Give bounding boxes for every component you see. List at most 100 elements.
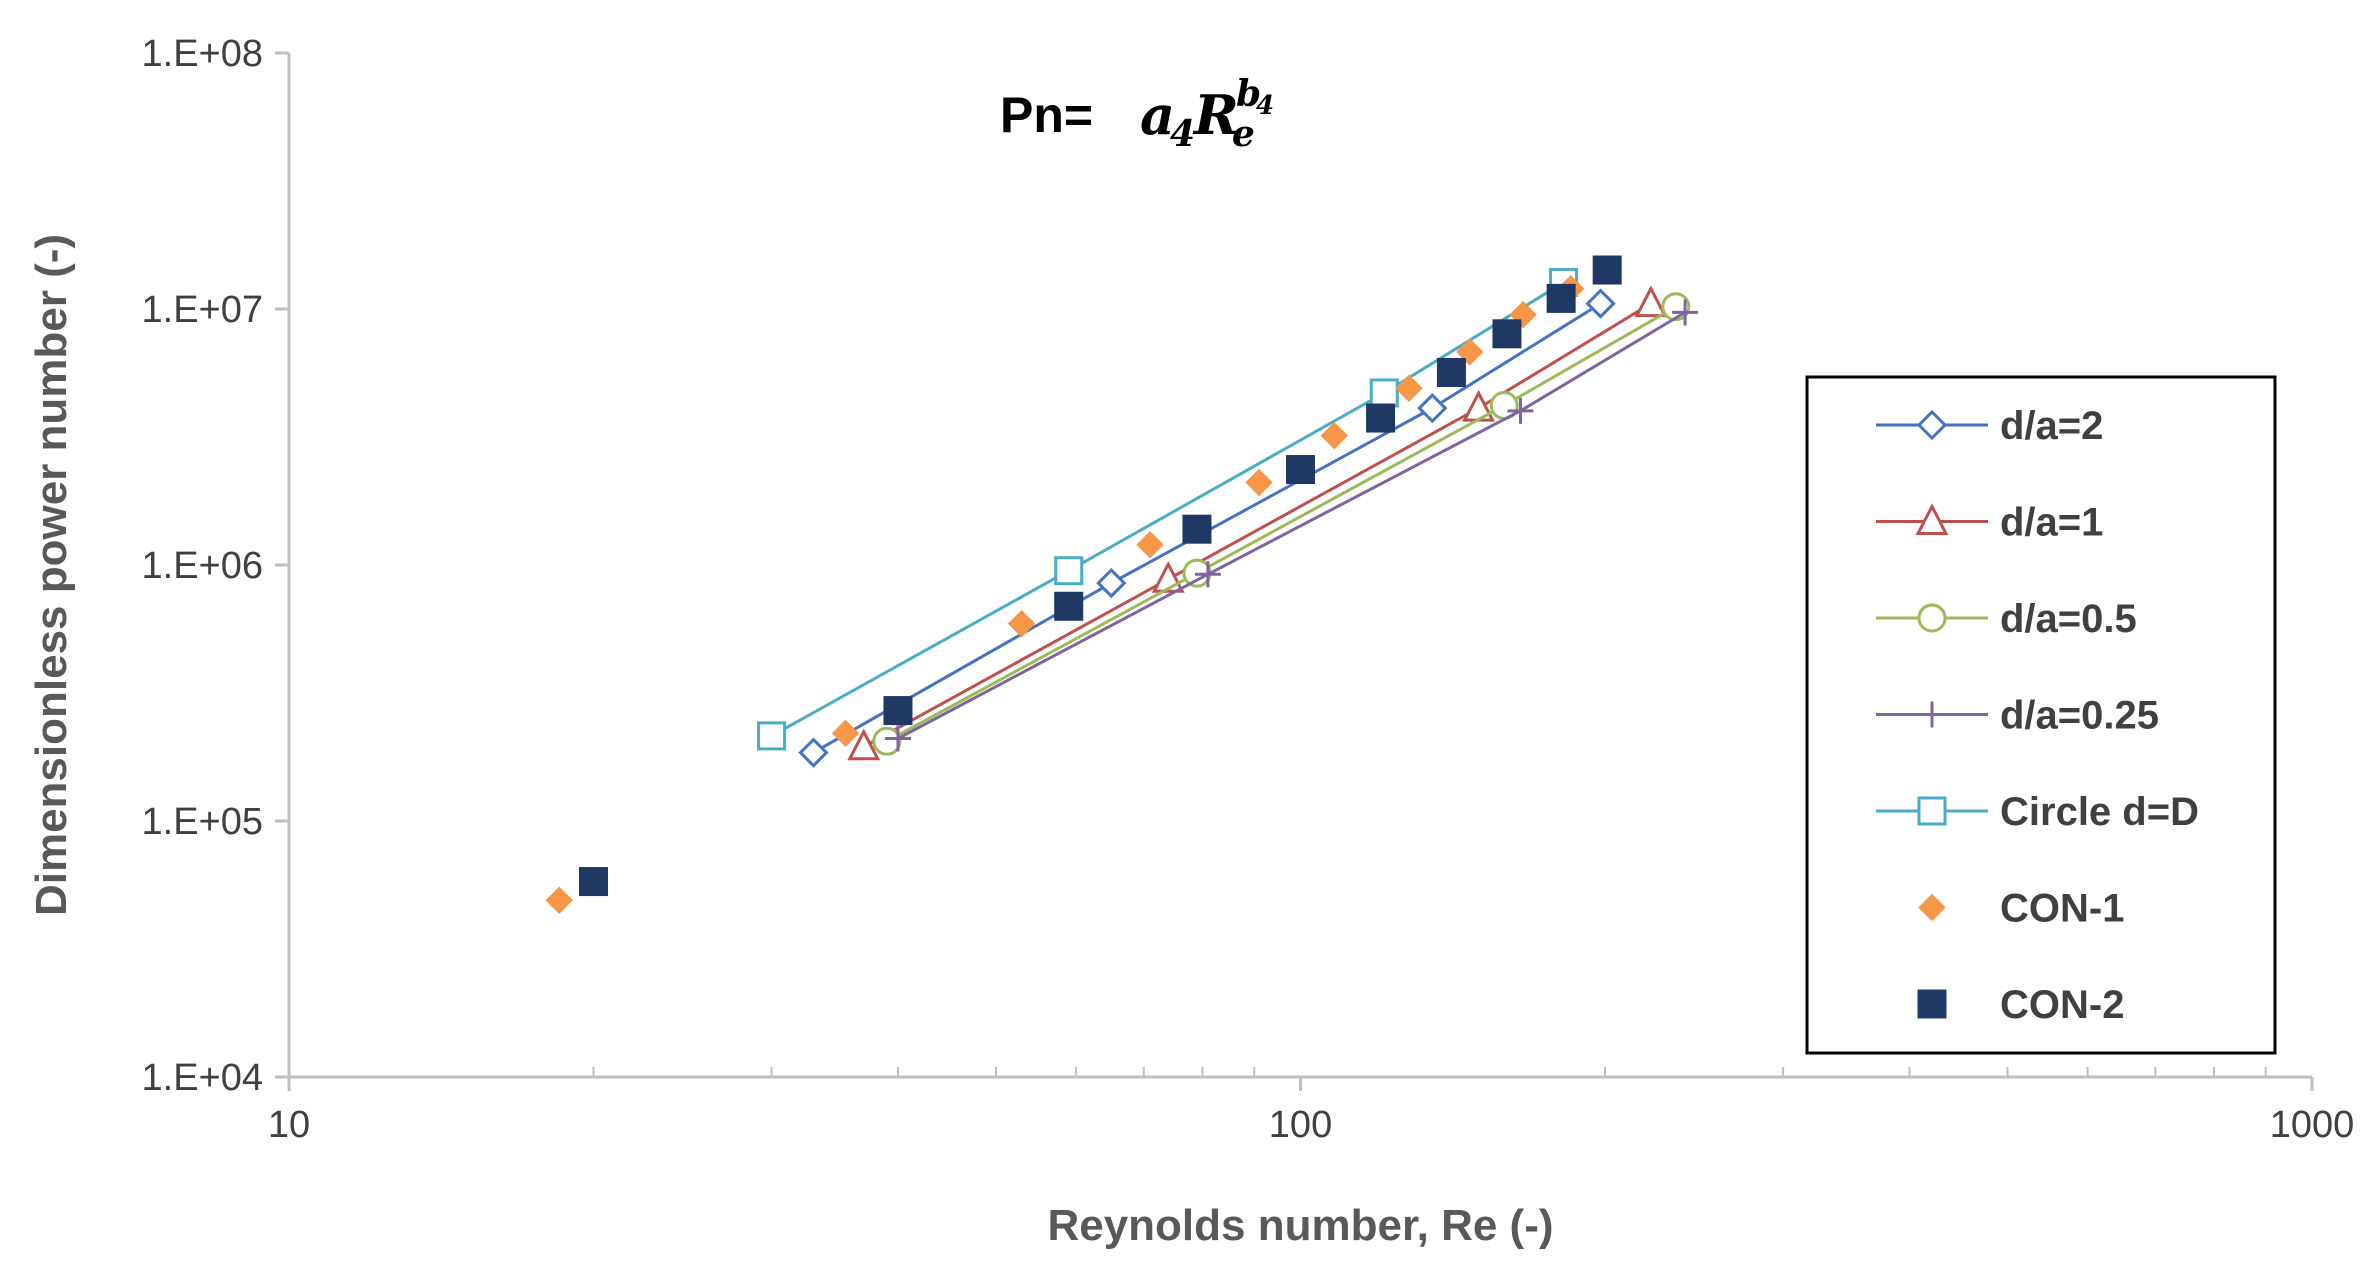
legend-label: CON-1 (2000, 887, 2124, 931)
legend-item-circle-d-d: Circle d=D (1876, 790, 2199, 834)
data-point-d-a-2 (1585, 288, 1616, 319)
legend-marker (1919, 701, 1945, 728)
marker-shape (1462, 389, 1496, 422)
legend-item-d-a-1: d/a=1 (1876, 501, 2103, 545)
data-point-d-a-0-25 (1194, 561, 1221, 588)
marker-shape (578, 867, 608, 897)
marker-shape (1916, 409, 1948, 441)
legend-item-d-a-0-5: d/a=0.5 (1876, 597, 2137, 641)
legend-item-con-1: CON-1 (1918, 887, 2124, 931)
marker-shape (1917, 796, 1947, 826)
marker-shape (1320, 421, 1349, 450)
data-point-con-2 (1436, 357, 1466, 387)
data-point-d-a-2 (1096, 567, 1127, 599)
y-tick-label: 1.E+04 (142, 1057, 264, 1099)
axes: 10 100 1000 1.E+04 1.E+05 1.E+06 1.E+07 1.E+08 R… (27, 33, 2354, 1250)
y-tick-label: 1.E+06 (142, 545, 264, 587)
title-exp-sub: 4 (1256, 91, 1274, 121)
series-line-circle-d-d (770, 281, 1565, 738)
series-layer (545, 255, 1699, 915)
data-point-con-1 (545, 886, 573, 915)
x-axis-title: Reynolds number, Re (-) (1047, 1201, 1553, 1250)
legend-item-d-a-0-25: d/a=0.25 (1876, 694, 2159, 738)
data-point-con-1 (831, 719, 860, 748)
legend-item-con-2: CON-2 (1917, 983, 2124, 1027)
data-point-con-2 (883, 696, 913, 726)
legend-marker (1918, 893, 1946, 922)
data-point-con-1 (1320, 421, 1349, 450)
data-point-con-2 (1366, 403, 1396, 433)
marker-shape (1286, 455, 1315, 485)
legend-label: Circle d=D (2000, 790, 2199, 834)
series-con-1 (545, 275, 1585, 915)
title-base-sub: 4 (1170, 113, 1195, 155)
marker-shape (1917, 603, 1947, 633)
data-point-circle-d-d (757, 721, 787, 751)
marker-shape (1417, 393, 1448, 424)
data-point-circle-d-d (1369, 378, 1399, 408)
marker-shape (1915, 503, 1949, 535)
marker-shape (872, 726, 902, 756)
marker-shape (1182, 514, 1212, 544)
data-point-con-2 (1546, 283, 1576, 313)
chart-title: Pn= a 4 R e b 4 (1000, 73, 1274, 155)
y-tick-label: 1.E+08 (142, 33, 264, 75)
marker-shape (1585, 288, 1616, 319)
legend-marker (1915, 503, 1949, 535)
data-point-con-1 (1007, 609, 1036, 638)
data-point-d-a-1 (847, 728, 881, 761)
title-var-sub: e (1232, 113, 1255, 155)
x-tick-label: 10 (268, 1104, 310, 1146)
data-point-d-a-0-25 (1672, 299, 1699, 326)
data-point-d-a-0-25 (1507, 397, 1534, 424)
marker-shape (831, 719, 860, 748)
data-point-d-a-2 (1417, 393, 1448, 424)
title-var: R (1192, 83, 1239, 147)
legend-label: d/a=0.5 (2000, 597, 2137, 641)
data-point-con-2 (1592, 255, 1622, 285)
legend-marker (1917, 796, 1947, 826)
series-d-a-1 (847, 285, 1668, 761)
series-line-d-a-2 (812, 302, 1602, 754)
marker-shape (1634, 285, 1668, 318)
title-exp: b (1236, 73, 1261, 115)
data-point-d-a-0-25 (884, 725, 911, 752)
marker-shape (1592, 255, 1622, 285)
series-line-d-a-0-5 (886, 305, 1677, 743)
legend-label: d/a=1 (2000, 501, 2103, 545)
series-d-a-0-25 (884, 299, 1699, 752)
marker-shape (1546, 283, 1576, 313)
marker-shape (1245, 468, 1273, 497)
legend-marker (1917, 603, 1947, 633)
series-con-2 (578, 255, 1622, 897)
marker-shape (1395, 374, 1423, 403)
marker-shape (1366, 403, 1396, 433)
data-point-con-2 (1492, 319, 1522, 349)
marker-shape (757, 721, 787, 751)
y-axis-title: Dimensionless power number (-) (27, 234, 76, 916)
data-point-con-1 (1136, 531, 1164, 559)
marker-shape (1007, 609, 1036, 638)
legend-marker (1916, 409, 1948, 441)
y-tick-label: 1.E+07 (142, 289, 264, 331)
legend-marker (1917, 989, 1947, 1019)
marker-shape (883, 696, 913, 726)
legend-item-d-a-2: d/a=2 (1876, 404, 2103, 448)
marker-shape (847, 728, 881, 761)
marker-shape (545, 886, 573, 915)
x-tick-label: 100 (1269, 1104, 1332, 1146)
title-base: a (1140, 83, 1175, 147)
marker-shape (1096, 567, 1127, 599)
data-point-con-2 (1286, 455, 1315, 485)
data-point-con-1 (1395, 374, 1423, 403)
data-point-con-1 (1245, 468, 1273, 497)
legend-label: d/a=2 (2000, 404, 2103, 448)
data-point-d-a-1 (1634, 285, 1668, 318)
marker-shape (1369, 378, 1399, 408)
data-point-circle-d-d (1054, 556, 1084, 586)
data-point-d-a-1 (1462, 389, 1496, 422)
marker-shape (1054, 591, 1084, 621)
data-point-con-2 (1054, 591, 1084, 621)
marker-shape (1436, 357, 1466, 387)
